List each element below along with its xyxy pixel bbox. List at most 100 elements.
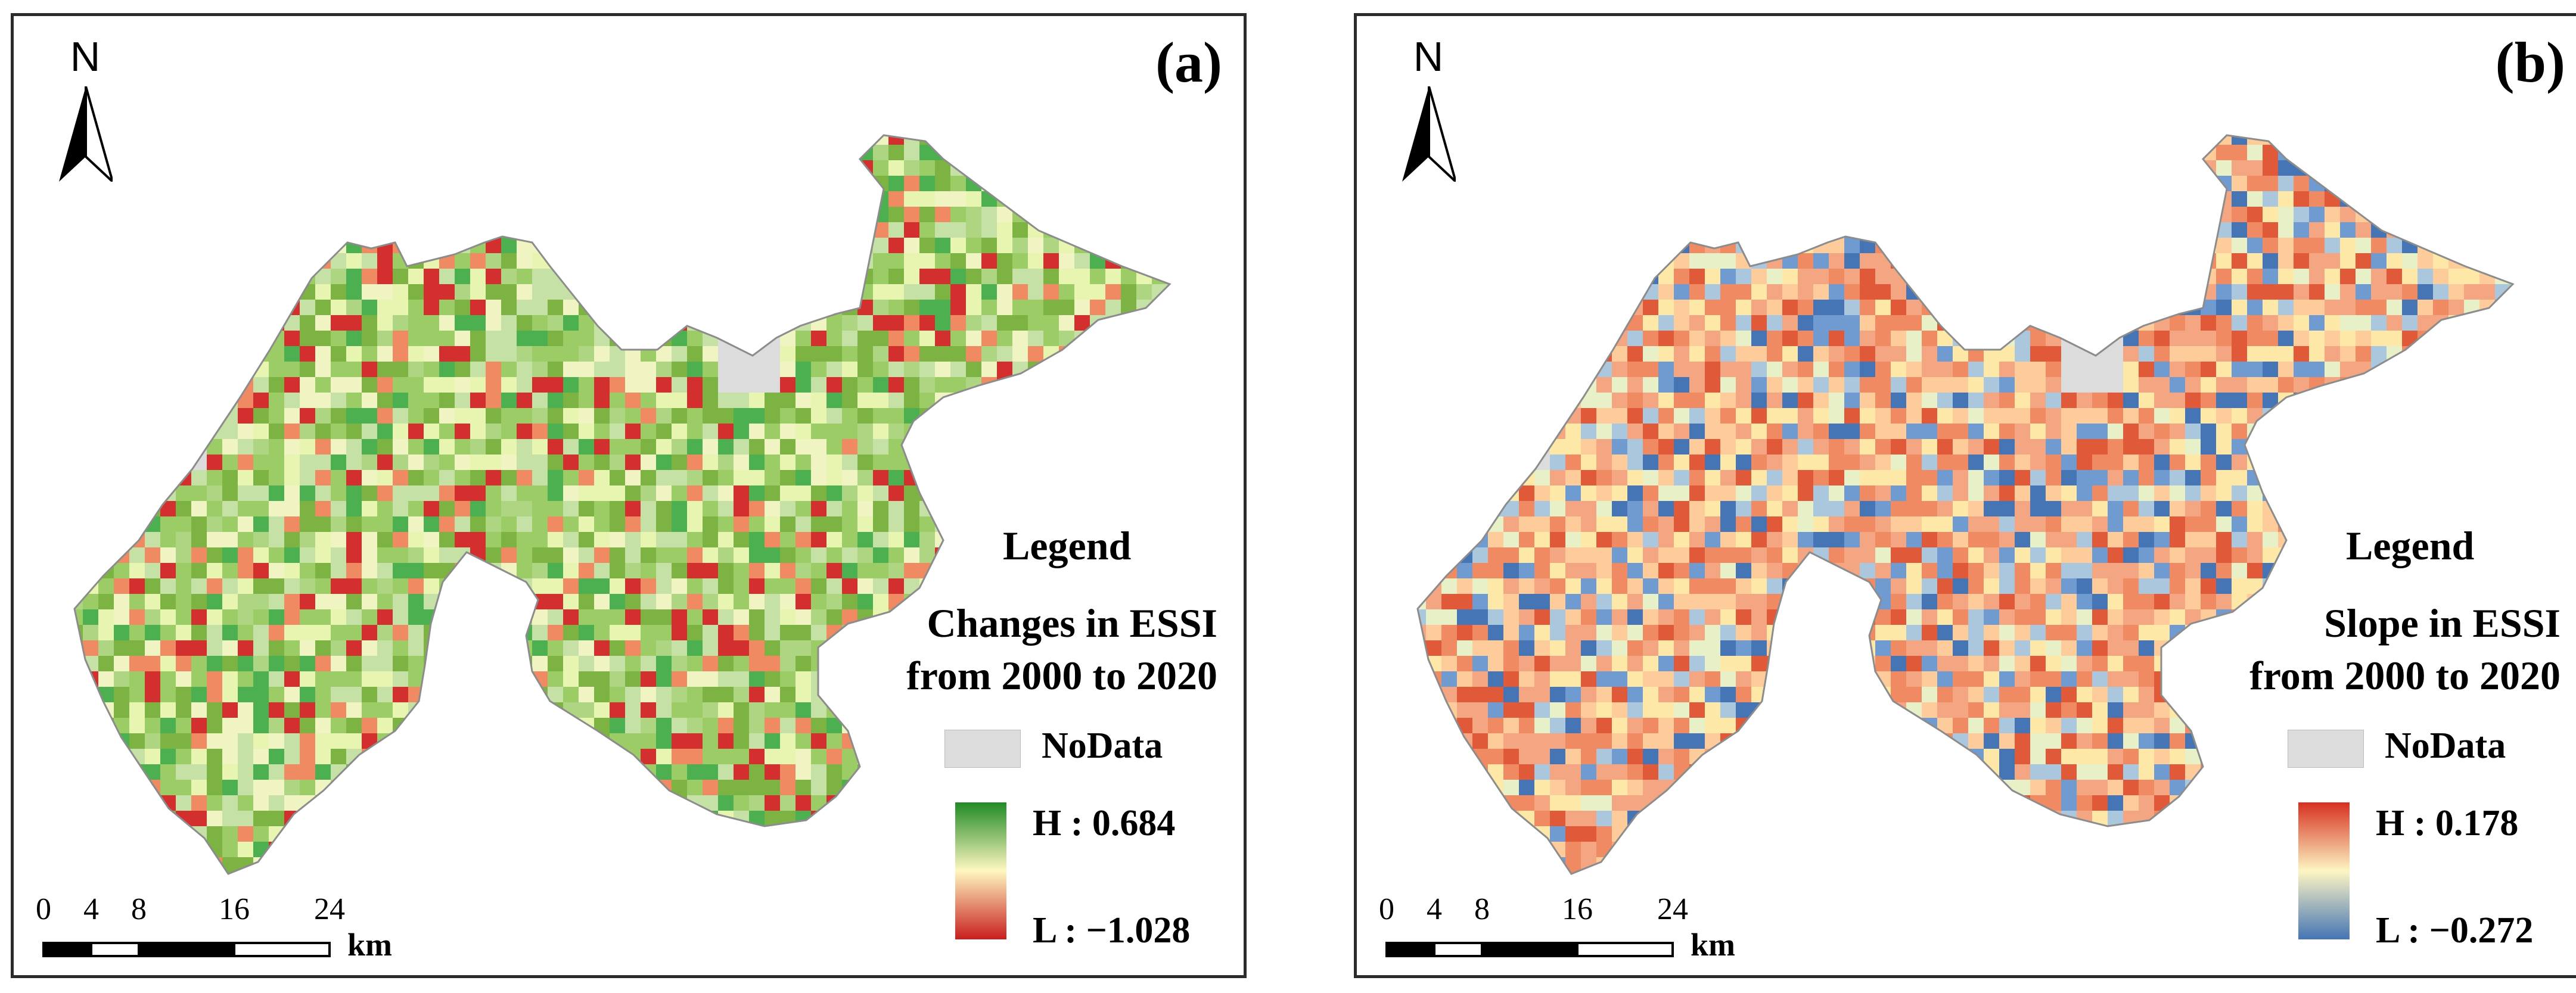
raster-cell <box>997 269 1012 284</box>
raster-cell <box>2309 160 2325 176</box>
raster-cell <box>393 269 408 284</box>
raster-cell <box>1426 238 1441 253</box>
raster-cell <box>610 377 625 393</box>
raster-cell <box>656 135 672 145</box>
raster-cell <box>2216 424 2232 439</box>
raster-cell <box>1534 284 1550 300</box>
raster-cell <box>966 269 981 284</box>
raster-cell <box>579 362 594 377</box>
raster-cell <box>2402 346 2417 362</box>
raster-cell <box>2263 346 2278 362</box>
raster-cell <box>2325 145 2340 160</box>
raster-cell <box>238 749 253 764</box>
raster-cell <box>2247 207 2263 222</box>
raster-cell <box>331 578 346 594</box>
raster-cell <box>145 377 160 393</box>
raster-cell <box>2232 207 2247 222</box>
raster-cell <box>284 408 300 424</box>
raster-cell <box>1121 135 1136 145</box>
raster-cell <box>1441 284 1457 300</box>
raster-cell <box>579 284 594 300</box>
raster-cell <box>1844 176 1860 191</box>
raster-cell <box>331 826 346 842</box>
raster-cell <box>2247 439 2263 455</box>
raster-cell <box>470 811 486 826</box>
raster-cell <box>1136 362 1152 377</box>
raster-cell <box>1059 470 1074 485</box>
raster-cell <box>2216 315 2232 331</box>
raster-cell <box>207 135 222 145</box>
raster-cell <box>331 377 346 393</box>
raster-cell <box>796 578 811 594</box>
raster-cell <box>501 284 517 300</box>
raster-cell <box>501 408 517 424</box>
raster-cell <box>253 160 269 176</box>
raster-cell <box>207 176 222 191</box>
raster-cell <box>114 439 129 455</box>
raster-cell <box>2092 191 2108 207</box>
raster-cell <box>966 191 981 207</box>
raster-cell <box>765 625 780 640</box>
raster-cell <box>1674 135 1689 145</box>
raster-cell <box>114 516 129 532</box>
raster-cell <box>362 516 377 532</box>
raster-cell <box>2154 207 2170 222</box>
raster-cell <box>1105 331 1121 346</box>
raster-cell <box>1059 501 1074 516</box>
raster-cell <box>1028 424 1043 439</box>
raster-cell <box>873 331 888 346</box>
raster-cell <box>1418 408 1426 424</box>
raster-cell <box>1937 362 1953 377</box>
raster-cell <box>2092 222 2108 238</box>
raster-cell <box>362 826 377 842</box>
raster-cell <box>703 532 718 547</box>
raster-cell <box>2170 253 2185 269</box>
raster-cell <box>950 176 966 191</box>
raster-cell <box>346 300 362 315</box>
raster-cell <box>594 331 610 346</box>
raster-cell <box>625 578 641 594</box>
raster-cell <box>1875 362 1891 377</box>
raster-cell <box>424 455 439 470</box>
raster-cell <box>1953 207 1968 222</box>
raster-cell <box>687 191 703 207</box>
raster-cell <box>1472 300 1488 315</box>
raster-cell <box>610 594 625 609</box>
raster-cell <box>1829 253 1844 269</box>
raster-cell <box>2464 424 2479 439</box>
raster-cell <box>796 532 811 547</box>
raster-cell <box>191 532 207 547</box>
raster-cell <box>300 563 315 578</box>
raster-cell <box>2402 269 2417 284</box>
raster-cell <box>1736 176 1751 191</box>
raster-cell <box>1472 176 1488 191</box>
raster-cell <box>191 547 207 563</box>
raster-cell <box>2123 300 2139 315</box>
raster-cell <box>2433 222 2448 238</box>
raster-cell <box>1028 284 1043 300</box>
raster-cell <box>408 176 424 191</box>
raster-cell <box>2309 238 2325 253</box>
raster-cell <box>2402 408 2417 424</box>
raster-cell <box>2433 408 2448 424</box>
raster-cell <box>1581 408 1596 424</box>
raster-cell <box>114 455 129 470</box>
raster-cell <box>2464 393 2479 408</box>
raster-cell <box>501 377 517 393</box>
raster-cell <box>439 485 455 501</box>
raster-cell <box>83 300 98 315</box>
raster-cell <box>826 842 842 857</box>
raster-cell <box>935 207 950 222</box>
raster-cell <box>253 455 269 470</box>
raster-cell <box>842 578 857 594</box>
raster-cell <box>238 501 253 516</box>
raster-cell <box>470 764 486 780</box>
raster-cell <box>2247 176 2263 191</box>
raster-cell <box>114 811 129 826</box>
raster-cell <box>486 145 501 160</box>
raster-cell <box>579 873 594 874</box>
raster-cell <box>1418 253 1426 269</box>
raster-cell <box>656 377 672 393</box>
raster-cell <box>625 764 641 780</box>
raster-cell <box>2510 284 2513 300</box>
